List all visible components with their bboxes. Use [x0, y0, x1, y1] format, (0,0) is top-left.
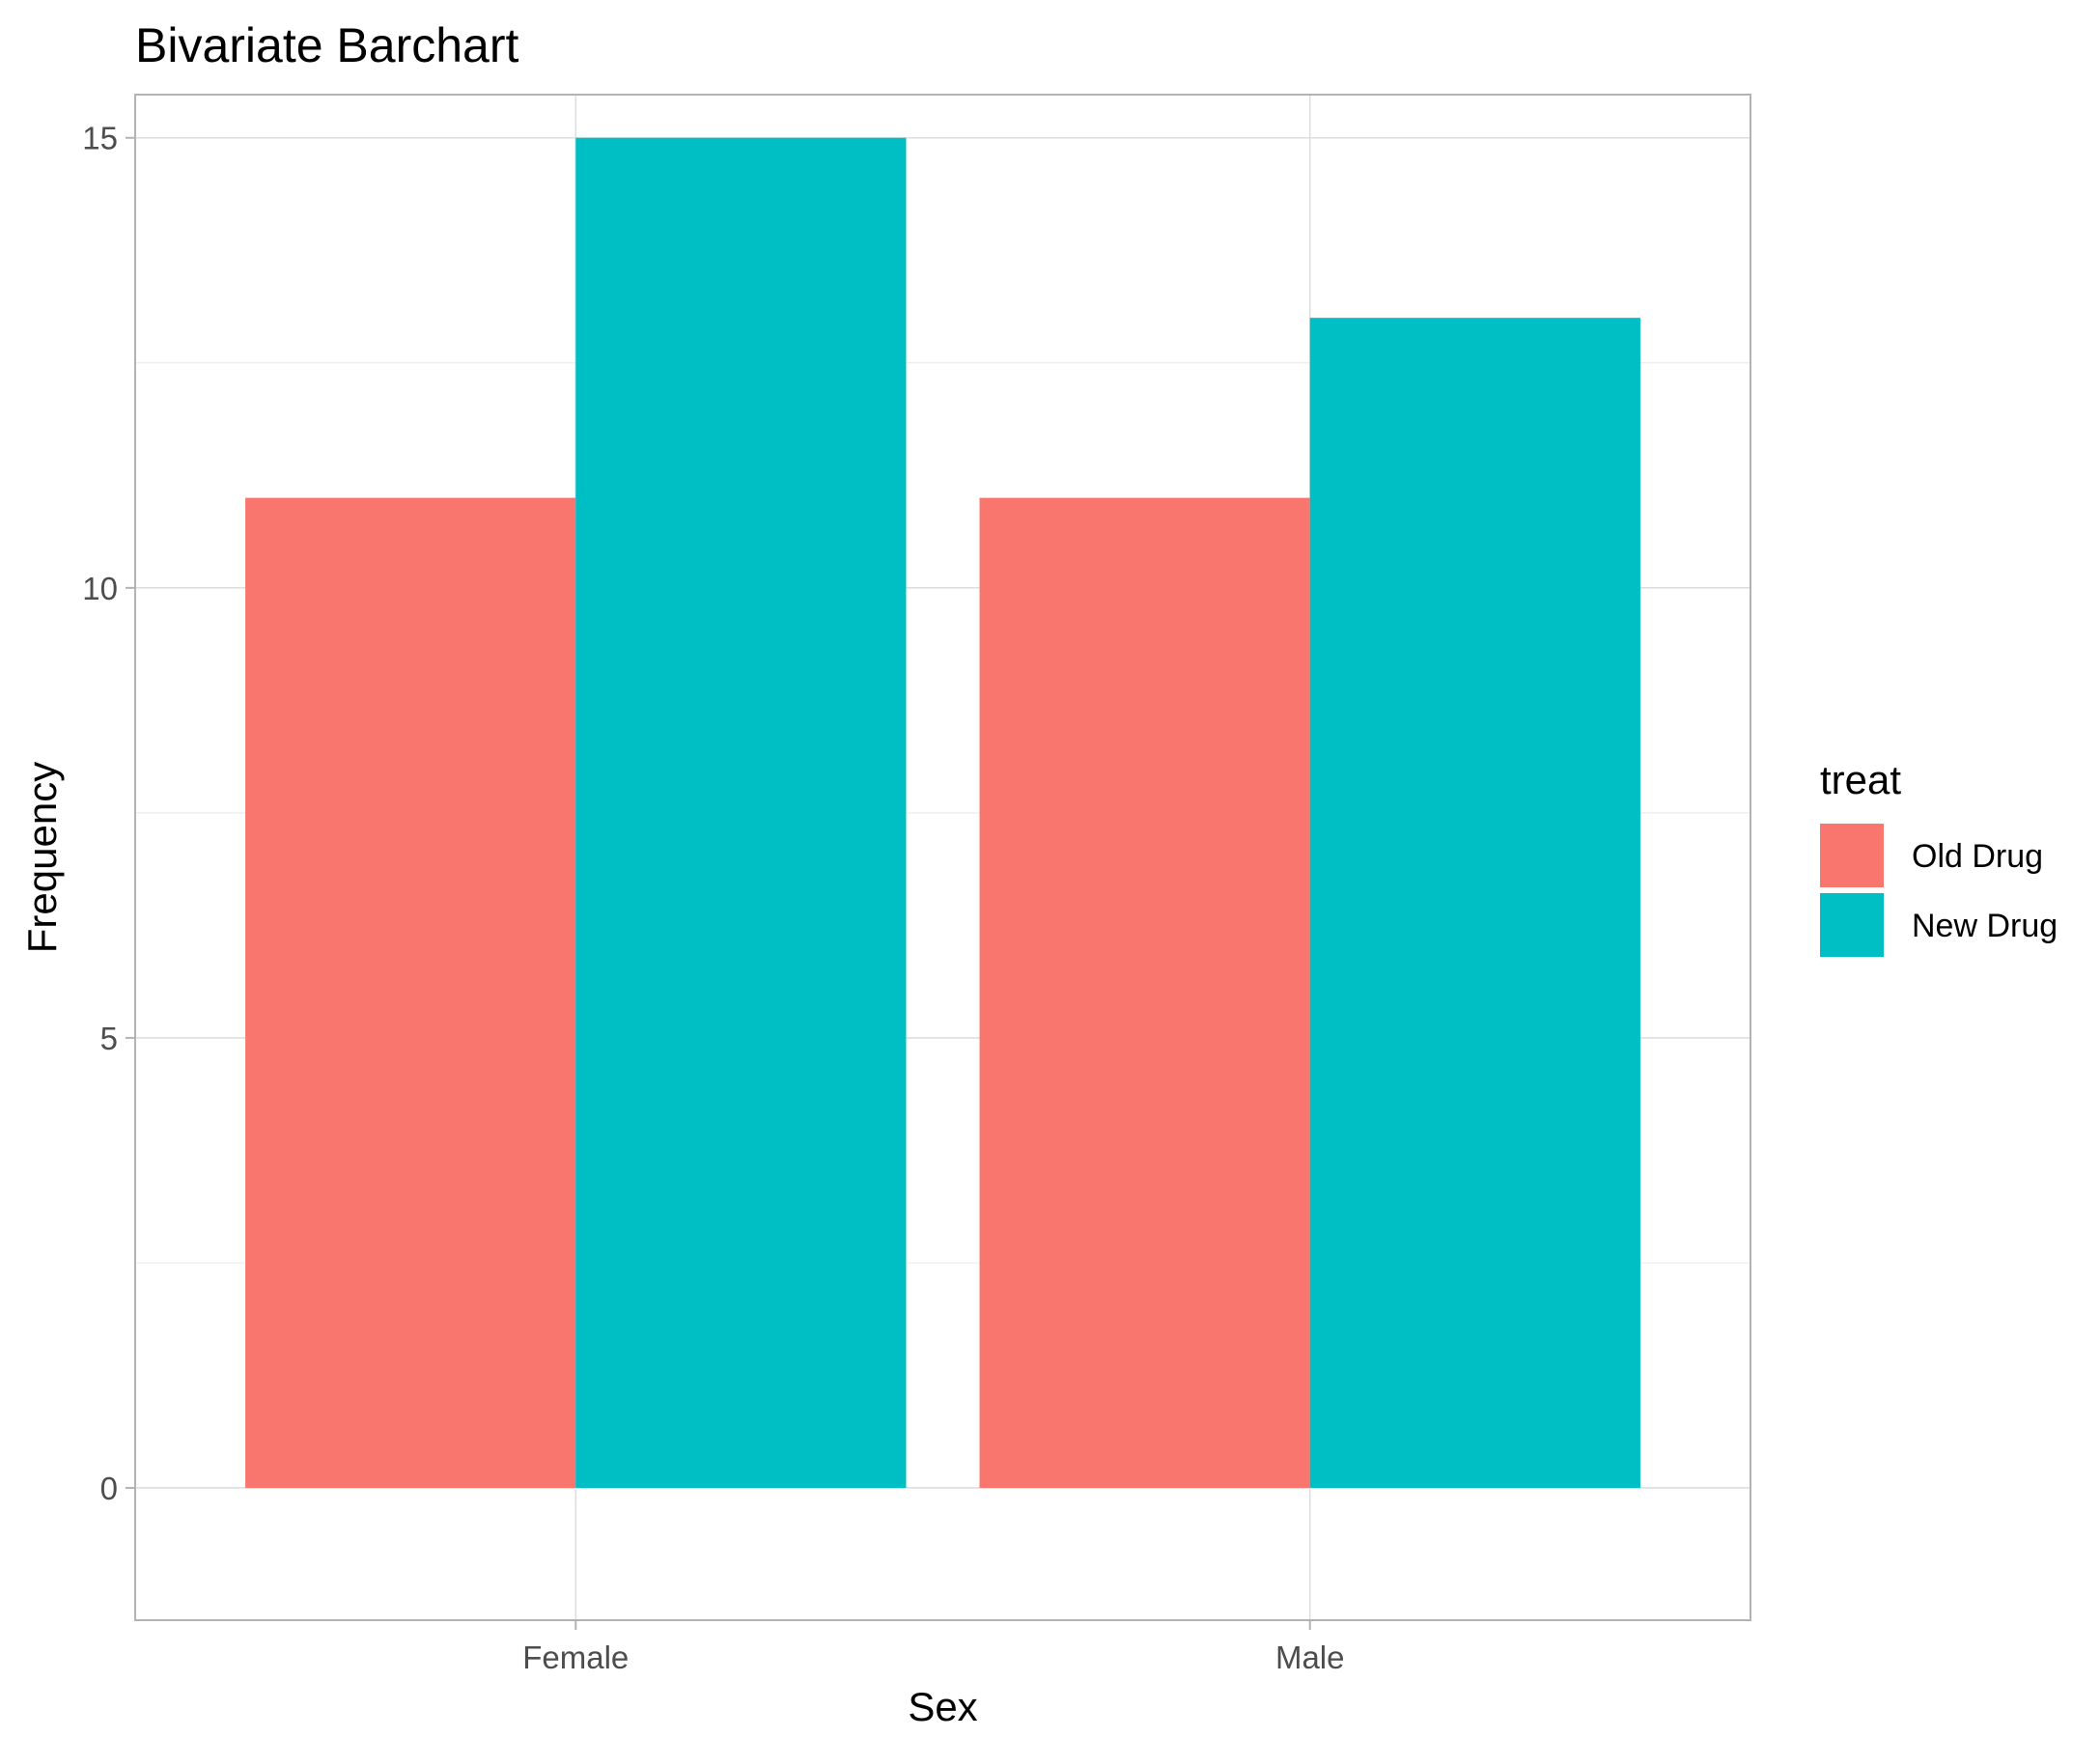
bar [1309, 318, 1640, 1488]
bar [245, 497, 576, 1488]
y-tick-label: 10 [82, 571, 118, 606]
legend-key [1820, 893, 1884, 957]
y-tick-label: 0 [100, 1471, 118, 1506]
bar [575, 137, 907, 1488]
legend-label: New Drug [1912, 908, 2058, 944]
legend-label: Old Drug [1912, 838, 2043, 875]
panel-border [134, 94, 1751, 1621]
y-tick-label: 5 [100, 1021, 118, 1056]
bars [245, 137, 1640, 1488]
x-tick-label: Male [1275, 1640, 1345, 1675]
x-axis-title: Sex [908, 1684, 977, 1729]
y-tick-label: 15 [82, 121, 118, 156]
chart-title: Bivariate Barchart [135, 18, 518, 72]
legend: treat Old Drug New Drug [1820, 757, 2058, 957]
bar [979, 497, 1310, 1488]
legend-key [1820, 824, 1884, 887]
legend-title: treat [1820, 757, 1901, 802]
legend-items: Old Drug New Drug [1820, 824, 2058, 957]
y-axis-title: Frequency [19, 762, 65, 953]
x-tick-label: Female [522, 1640, 629, 1675]
axes: 0 5 10 15 Female Male [82, 121, 1344, 1675]
